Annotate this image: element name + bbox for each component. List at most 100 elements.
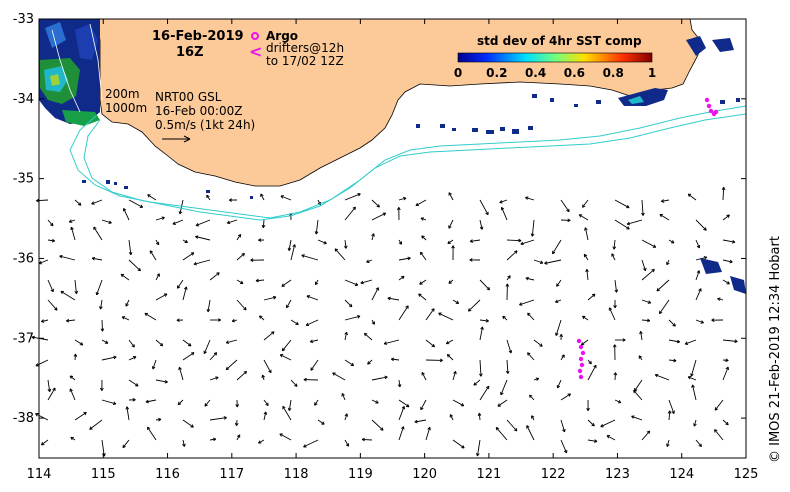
current-vector: [101, 439, 105, 457]
current-vector-head: [563, 449, 568, 454]
current-vector-head: [672, 323, 676, 327]
current-vector: [344, 239, 347, 249]
current-vector: [499, 199, 508, 204]
current-vector-head: [69, 375, 74, 379]
current-vector: [527, 312, 535, 321]
current-vector-head: [725, 421, 729, 426]
current-vector: [687, 376, 697, 381]
current-vector: [555, 319, 562, 336]
current-vector: [398, 305, 409, 321]
current-vector-head: [255, 278, 259, 283]
x-tick-label: 120: [412, 467, 437, 482]
current-vector-head: [161, 216, 165, 220]
current-vector-head: [70, 226, 74, 231]
current-vector: [560, 354, 565, 361]
current-vector: [204, 399, 211, 407]
current-vector-head: [612, 344, 617, 348]
current-vector: [519, 299, 535, 306]
current-vector: [418, 293, 427, 301]
current-vector-head: [567, 393, 571, 397]
current-vector-head: [135, 383, 139, 387]
isobath-inner-shelf: [51, 23, 103, 113]
current-vector-head: [405, 403, 410, 408]
argo-label: Argo: [266, 29, 298, 43]
current-vector: [690, 359, 697, 377]
colorbar-tick-label: 0.6: [564, 66, 585, 80]
current-info: 200m 1000m NRT00 GSL 16-Feb 00:00Z 0.5m/…: [105, 87, 255, 143]
colorbar-title: std dev of 4hr SST comp: [477, 34, 642, 48]
current-vector: [533, 339, 543, 347]
current-vector-head: [122, 444, 126, 449]
current-vector-head: [646, 430, 651, 434]
current-vector-head: [401, 275, 405, 280]
current-vector: [587, 364, 597, 381]
current-vector: [420, 251, 427, 261]
current-vector: [317, 419, 325, 425]
current-vector-head: [514, 250, 518, 254]
current-vector: [255, 279, 265, 282]
current-vector: [661, 199, 670, 202]
current-vector: [128, 239, 132, 255]
current-vector-head: [453, 370, 457, 375]
current-vector-head: [268, 369, 272, 374]
current-vector-head: [263, 411, 268, 415]
current-vector-head: [499, 200, 503, 204]
current-vector-head: [405, 305, 409, 309]
current-vector: [544, 259, 562, 264]
current-vector: [144, 312, 157, 321]
current-vector: [614, 199, 630, 209]
current-vector-head: [583, 253, 588, 258]
current-vector-head: [334, 248, 339, 252]
current-vector-head: [402, 196, 407, 201]
y-tick-label: -35: [13, 172, 34, 187]
current-vector-head: [50, 222, 54, 227]
current-vector: [182, 352, 195, 361]
current-vector: [236, 253, 245, 261]
current-vector: [666, 439, 670, 447]
current-vector-head: [638, 355, 643, 359]
current-vector: [47, 379, 51, 392]
current-vector: [101, 319, 103, 332]
current-vector-head: [265, 402, 269, 407]
current-vector: [263, 411, 267, 421]
current-vector: [155, 217, 165, 221]
current-vector-head: [419, 251, 424, 256]
current-vector-head: [305, 322, 310, 327]
current-vector-head: [451, 245, 455, 249]
isobath-1000m: [83, 113, 747, 221]
y-axis: -33 -34 -35 -36 -37 -38: [13, 12, 746, 426]
current-vector: [695, 288, 702, 301]
current-vector-head: [344, 331, 348, 336]
current-vector-head: [467, 308, 472, 312]
current-vector-head: [144, 312, 148, 317]
current-vector: [341, 393, 346, 401]
current-vector-head: [52, 387, 56, 392]
current-vector-head: [658, 310, 663, 315]
current-vector-head: [295, 321, 299, 326]
current-vector-head: [684, 341, 689, 345]
current-vector-head: [486, 286, 491, 291]
current-vector: [236, 234, 242, 241]
y-tick-label: -34: [13, 92, 34, 107]
current-vector: [497, 399, 508, 407]
current-vector-head: [594, 439, 598, 443]
current-vector-head: [190, 252, 195, 256]
current-vector-head: [31, 335, 35, 340]
current-vector: [641, 259, 646, 271]
current-vector-head: [363, 332, 368, 337]
current-vector-head: [281, 347, 286, 352]
x-tick-label: 118: [284, 467, 309, 482]
current-vector-head: [70, 436, 74, 441]
current-vector: [290, 379, 298, 387]
current-vector: [263, 296, 277, 301]
current-vector: [209, 272, 220, 281]
current-vector-head: [195, 223, 200, 227]
current-vector: [225, 359, 238, 371]
current-vector: [525, 277, 535, 281]
current-vector: [35, 359, 49, 367]
current-vector-head: [508, 350, 513, 354]
current-vector: [236, 370, 247, 381]
colorbar-tick-label: 0: [454, 66, 462, 80]
current-vector-head: [667, 410, 672, 414]
current-vector: [207, 299, 211, 312]
